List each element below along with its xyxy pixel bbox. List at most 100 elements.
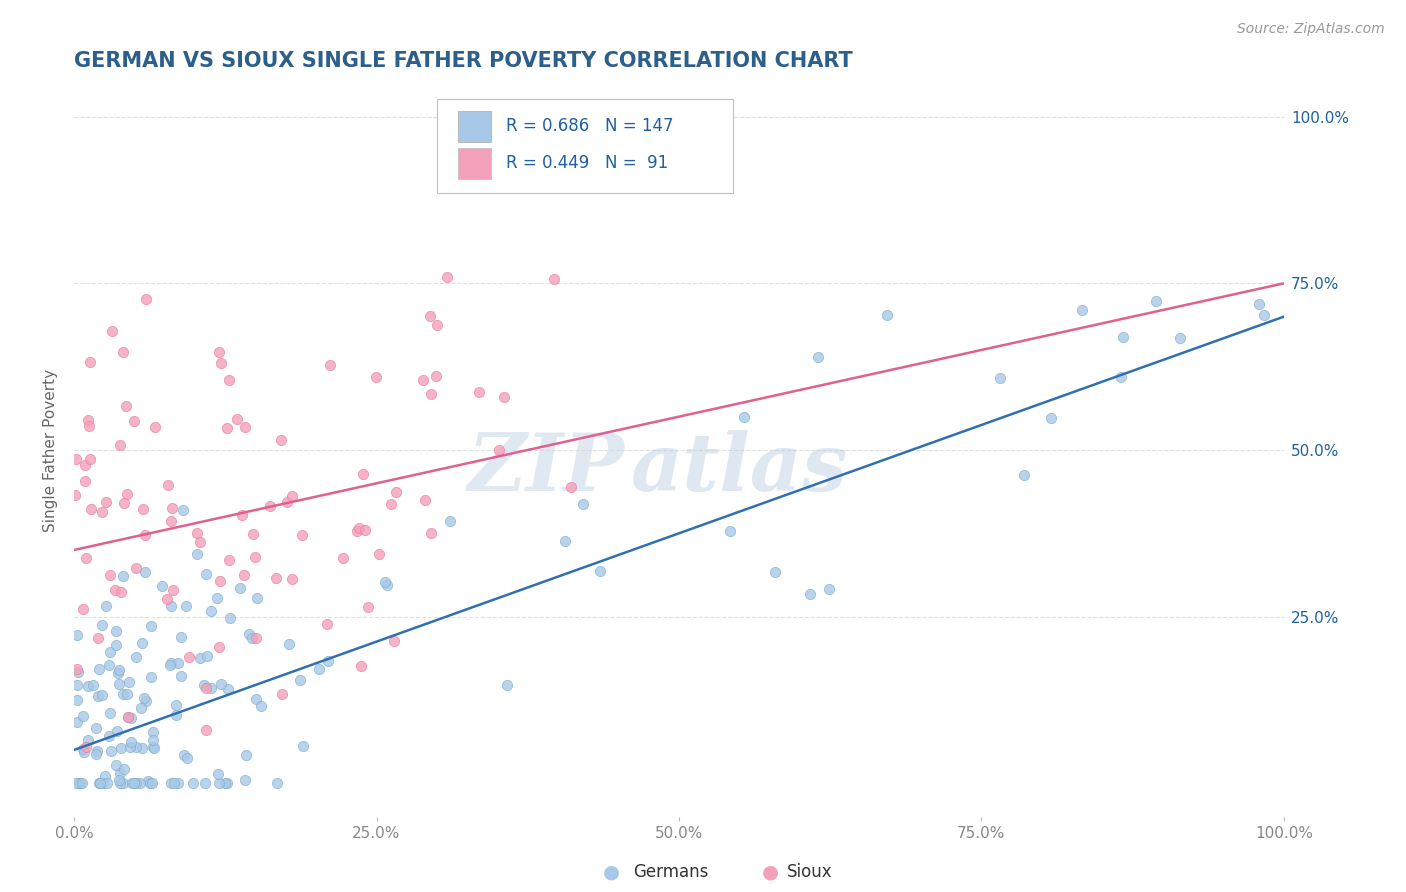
Germans (65, 776, 87, 790)
Sioux (66, 662, 89, 676)
Sioux (226, 412, 249, 426)
Germans (91, 688, 114, 702)
Germans (70, 776, 93, 790)
Germans (217, 776, 239, 790)
Sioux (112, 496, 135, 510)
Sioux (291, 528, 314, 542)
Germans (589, 564, 612, 578)
Sioux (266, 571, 288, 585)
Germans (439, 514, 461, 528)
Sioux (280, 572, 302, 586)
Sioux (135, 292, 157, 306)
Germans (245, 591, 267, 606)
Germans (131, 741, 153, 756)
Germans (66, 678, 89, 692)
Germans (316, 654, 339, 668)
Sioux (366, 369, 388, 384)
Sioux (79, 355, 101, 369)
Sioux (186, 526, 208, 541)
Sioux (162, 583, 184, 598)
Germans (214, 776, 236, 790)
Germans (572, 497, 595, 511)
Sioux (217, 421, 239, 435)
Sioux (75, 458, 97, 472)
Germans (374, 575, 396, 590)
Germans (136, 773, 159, 788)
Germans (1168, 331, 1191, 345)
Germans (110, 740, 132, 755)
Germans (235, 747, 257, 762)
Sioux (188, 535, 211, 549)
Sioux (100, 324, 122, 338)
Germans (107, 666, 129, 681)
Sioux (110, 585, 132, 599)
Sioux (79, 419, 101, 434)
Sioux (412, 373, 434, 387)
Germans (122, 776, 145, 790)
Germans (245, 692, 267, 706)
Germans (219, 611, 242, 625)
Y-axis label: Single Father Poverty: Single Father Poverty (44, 368, 58, 532)
Text: ZIP: ZIP (468, 430, 624, 507)
Sioux (79, 451, 101, 466)
Germans (1012, 468, 1035, 483)
Sioux (316, 617, 339, 632)
Germans (76, 679, 98, 693)
Sioux (271, 687, 294, 701)
Germans (105, 724, 128, 739)
Bar (457, 112, 492, 142)
Germans (96, 776, 118, 790)
Germans (67, 665, 90, 679)
Germans (98, 644, 121, 658)
Germans (266, 776, 288, 790)
Germans (89, 776, 111, 790)
Germans (100, 744, 122, 758)
Sioux (208, 345, 231, 359)
Germans (159, 599, 181, 614)
Germans (134, 565, 156, 579)
Sioux (281, 489, 304, 503)
Sioux (243, 549, 266, 564)
Germans (107, 772, 129, 787)
Sioux (117, 487, 139, 501)
Text: R = 0.686   N = 147: R = 0.686 N = 147 (506, 117, 673, 135)
Germans (142, 725, 165, 739)
Germans (288, 673, 311, 687)
Sioux (349, 658, 371, 673)
Sioux (114, 399, 136, 413)
Germans (159, 658, 181, 673)
Germans (165, 698, 187, 713)
Germans (554, 534, 576, 549)
Sioux (122, 414, 145, 428)
Sioux (111, 345, 134, 359)
Germans (105, 624, 128, 638)
Germans (98, 706, 121, 720)
Germans (125, 776, 148, 790)
Germans (89, 776, 111, 790)
Germans (160, 776, 183, 790)
Sioux (426, 318, 449, 332)
FancyBboxPatch shape (437, 100, 734, 194)
Sioux (209, 574, 232, 588)
Sioux (380, 497, 402, 511)
Germans (166, 776, 188, 790)
Germans (1071, 302, 1094, 317)
Germans (308, 661, 330, 675)
Sioux (368, 547, 391, 561)
Sioux (270, 433, 292, 447)
Sioux (384, 484, 406, 499)
Germans (195, 649, 218, 664)
Sioux (242, 527, 264, 541)
Germans (142, 741, 165, 756)
Text: Sioux: Sioux (787, 863, 832, 881)
Sioux (65, 451, 87, 466)
Sioux (488, 443, 510, 458)
Sioux (419, 387, 441, 401)
Germans (188, 651, 211, 665)
Germans (173, 747, 195, 762)
Germans (174, 599, 197, 613)
Germans (120, 711, 142, 725)
Germans (817, 582, 839, 596)
Sioux (560, 480, 582, 494)
Sioux (80, 501, 103, 516)
